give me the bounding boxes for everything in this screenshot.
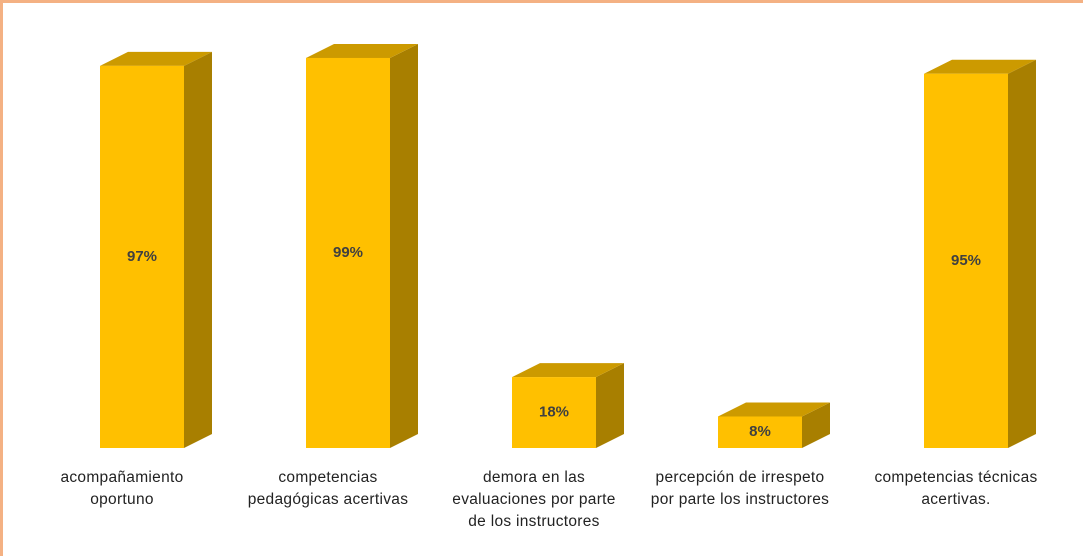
bar-top xyxy=(100,51,212,66)
bar xyxy=(512,377,596,448)
data-label: 95% xyxy=(951,252,981,269)
x-tick-label: acompañamiento oportuno xyxy=(60,469,184,508)
bar xyxy=(306,57,390,448)
bar-top xyxy=(512,363,624,378)
x-tick-label: competencias técnicas acertivas. xyxy=(874,469,1038,508)
bar-top xyxy=(718,402,830,417)
bar xyxy=(924,73,1008,448)
bar-side xyxy=(390,43,418,448)
x-tick-label: percepción de irrespeto por parte los in… xyxy=(650,469,830,508)
bar-side xyxy=(596,363,624,448)
x-tick-label: competencias pedagógicas acertivas xyxy=(247,469,409,508)
x-tick-label: demora en las evaluaciones por parte de … xyxy=(452,469,616,530)
plot-area: 97% 99% 18% 8% 95% xyxy=(100,43,1036,448)
bar xyxy=(718,416,802,448)
data-label: 99% xyxy=(333,244,363,261)
bar-top xyxy=(924,59,1036,74)
data-label: 8% xyxy=(749,423,771,440)
data-label: 97% xyxy=(127,248,157,265)
bar-top xyxy=(306,43,418,58)
bar xyxy=(100,65,184,448)
bar-side xyxy=(184,51,212,448)
data-label: 18% xyxy=(539,404,569,421)
bar-side xyxy=(1008,59,1036,448)
bar-side xyxy=(802,402,830,448)
